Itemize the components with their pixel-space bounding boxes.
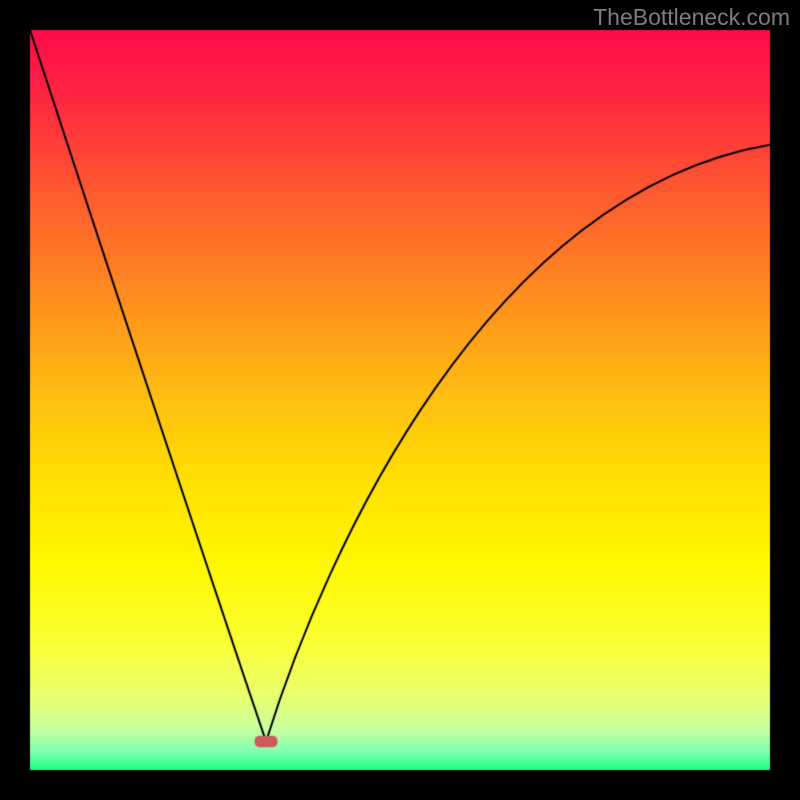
- chart-stage: TheBottleneck.com: [0, 0, 800, 800]
- bottleneck-chart-canvas: [0, 0, 800, 800]
- watermark-label: TheBottleneck.com: [593, 4, 790, 31]
